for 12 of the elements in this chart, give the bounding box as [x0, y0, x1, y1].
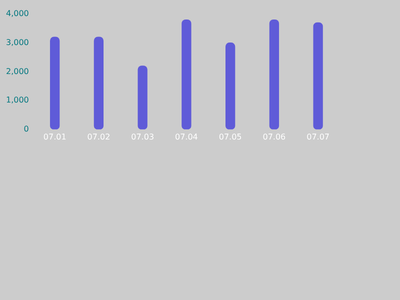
bar	[50, 36, 60, 130]
bar	[225, 42, 236, 130]
y-tick-label: 0	[24, 124, 29, 134]
bar	[313, 22, 323, 130]
y-tick-label: 3,000	[6, 38, 29, 47]
bar	[269, 19, 280, 130]
y-tick-label: 4,000	[6, 9, 29, 18]
bar	[138, 66, 148, 130]
bar	[182, 19, 192, 130]
bar	[94, 36, 104, 130]
y-tick-label: 1,000	[6, 96, 29, 105]
y-tick-label: 2,000	[6, 66, 29, 76]
